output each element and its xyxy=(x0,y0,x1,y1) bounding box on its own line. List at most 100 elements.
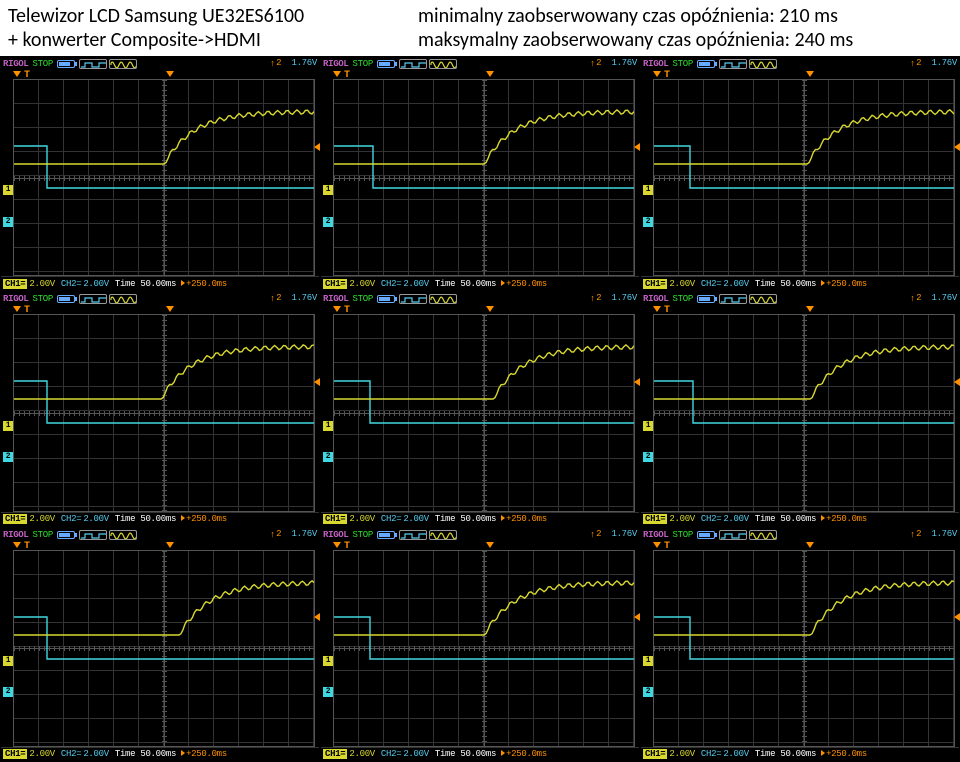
offset-arrow-icon xyxy=(181,750,185,756)
marker-row: T xyxy=(1,306,319,314)
time-offset: +250.0ms xyxy=(820,514,867,524)
oscilloscope-panel: RIGOL STOP ↑ 2 1.76V T 1 2 xyxy=(320,291,640,526)
scale-icon-sine xyxy=(109,294,137,304)
trig-slope-icon: ↑ xyxy=(270,530,275,540)
scope-bottom-bar: CH1= 2.00V CH2= 2.00V Time 50.00ms +250.… xyxy=(641,512,959,526)
trig-slope-icon: ↑ xyxy=(910,294,915,304)
ch2-scale: 2.00V xyxy=(723,749,749,759)
trig-readout: 2 1.76V xyxy=(916,58,957,68)
scope-top-bar: RIGOL STOP ↑ 2 1.76V xyxy=(641,57,959,71)
run-state: STOP xyxy=(673,59,693,69)
scope-screen: 1 2 xyxy=(13,550,315,747)
waveforms xyxy=(334,551,634,701)
brand-label: RIGOL xyxy=(323,294,349,304)
scale-icon-square xyxy=(399,294,427,304)
trig-level-marker xyxy=(954,378,960,386)
scope-bottom-bar: CH1= 2.00V CH2= 2.00V Time 50.00ms +250.… xyxy=(321,747,639,761)
oscilloscope-panel: RIGOL STOP ↑ 2 1.76V T 1 2 xyxy=(320,56,640,291)
time-label: Time 50.00ms xyxy=(755,514,816,524)
time-offset: +250.0ms xyxy=(820,279,867,289)
time-offset: +250.0ms xyxy=(180,514,227,524)
ch1-scale: 2.00V xyxy=(29,514,55,524)
ch2-label: CH2= xyxy=(381,279,401,289)
time-label: Time 50.00ms xyxy=(755,749,816,759)
offset-arrow-icon xyxy=(501,750,505,756)
ch1-scale: 2.00V xyxy=(349,279,375,289)
scale-icon-sine xyxy=(109,59,137,69)
ch1-label: CH1= xyxy=(643,514,667,524)
trig-pos-marker-center xyxy=(486,306,494,312)
waveforms xyxy=(654,80,954,230)
trig-pos-marker-left xyxy=(333,306,341,312)
marker-row: T xyxy=(321,306,639,314)
ch2-tag: 2 xyxy=(323,687,333,697)
time-label: Time 50.00ms xyxy=(435,749,496,759)
marker-row: T xyxy=(1,71,319,79)
time-offset: +250.0ms xyxy=(820,749,867,759)
scope-bottom-bar: CH1= 2.00V CH2= 2.00V Time 50.00ms +250.… xyxy=(1,747,319,761)
trig-readout: 2 1.76V xyxy=(916,529,957,539)
scale-icon-square xyxy=(719,59,747,69)
ch2-scale: 2.00V xyxy=(723,279,749,289)
trig-pos-marker-left xyxy=(13,542,21,548)
scope-screen: 1 2 xyxy=(13,79,315,276)
scope-top-bar: RIGOL STOP ↑ 2 1.76V xyxy=(321,57,639,71)
run-state: STOP xyxy=(353,530,373,540)
ch1-tag: 1 xyxy=(3,185,13,195)
scope-screen: 1 2 xyxy=(13,314,315,511)
scope-screen: 1 2 xyxy=(653,550,955,747)
offset-arrow-icon xyxy=(821,515,825,521)
scale-icon-sine xyxy=(109,530,137,540)
page-header: Telewizor LCD Samsung UE32ES6100 + konwe… xyxy=(0,0,960,56)
oscilloscope-panel: RIGOL STOP ↑ 2 1.76V T 1 2 xyxy=(0,527,320,762)
scale-icon-sine xyxy=(429,294,457,304)
time-offset: +250.0ms xyxy=(500,514,547,524)
scope-bottom-bar: CH1= 2.00V CH2= 2.00V Time 50.00ms +250.… xyxy=(321,512,639,526)
scope-bottom-bar: CH1= 2.00V CH2= 2.00V Time 50.00ms +250.… xyxy=(641,747,959,761)
offset-arrow-icon xyxy=(501,280,505,286)
offset-arrow-icon xyxy=(501,515,505,521)
title-line-2: + konwerter Composite->HDMI xyxy=(8,28,408,52)
ch2-scale: 2.00V xyxy=(403,749,429,759)
scale-icon-square xyxy=(399,59,427,69)
scope-top-bar: RIGOL STOP ↑ 2 1.76V xyxy=(1,57,319,71)
ch2-tag: 2 xyxy=(323,217,333,227)
ch2-label: CH2= xyxy=(381,514,401,524)
time-label: Time 50.00ms xyxy=(115,279,176,289)
battery-icon xyxy=(377,60,395,68)
offset-arrow-icon xyxy=(181,280,185,286)
ch2-label: CH2= xyxy=(701,279,721,289)
battery-icon xyxy=(57,60,75,68)
waveforms xyxy=(654,551,954,701)
run-state: STOP xyxy=(353,294,373,304)
ch1-scale: 2.00V xyxy=(669,749,695,759)
ch1-scale: 2.00V xyxy=(349,514,375,524)
time-label: Time 50.00ms xyxy=(435,514,496,524)
ch2-scale: 2.00V xyxy=(403,514,429,524)
trig-readout: 2 1.76V xyxy=(596,529,637,539)
trig-pos-marker-center xyxy=(806,306,814,312)
battery-icon xyxy=(57,531,75,539)
ch2-tag: 2 xyxy=(643,217,653,227)
trig-readout: 2 1.76V xyxy=(596,293,637,303)
ch1-tag: 1 xyxy=(3,656,13,666)
brand-label: RIGOL xyxy=(323,530,349,540)
trig-level-marker xyxy=(954,143,960,151)
scale-icon-sine xyxy=(429,59,457,69)
ch1-label: CH1= xyxy=(3,279,27,289)
trig-readout: 2 1.76V xyxy=(916,293,957,303)
ch2-tag: 2 xyxy=(3,217,13,227)
offset-arrow-icon xyxy=(821,750,825,756)
waveforms xyxy=(654,315,954,465)
scope-top-bar: RIGOL STOP ↑ 2 1.76V xyxy=(321,292,639,306)
trig-slope-icon: ↑ xyxy=(910,59,915,69)
scope-screen: 1 2 xyxy=(333,550,635,747)
ch2-label: CH2= xyxy=(61,749,81,759)
oscilloscope-panel: RIGOL STOP ↑ 2 1.76V T 1 2 xyxy=(0,291,320,526)
waveforms xyxy=(14,551,314,701)
trig-pos-marker-left xyxy=(13,306,21,312)
oscilloscope-panel: RIGOL STOP ↑ 2 1.76V T 1 2 xyxy=(0,56,320,291)
ch2-tag: 2 xyxy=(643,687,653,697)
header-stats: minimalny zaobserwowany czas opóźnienia:… xyxy=(408,4,952,54)
trig-pos-marker-center xyxy=(806,71,814,77)
